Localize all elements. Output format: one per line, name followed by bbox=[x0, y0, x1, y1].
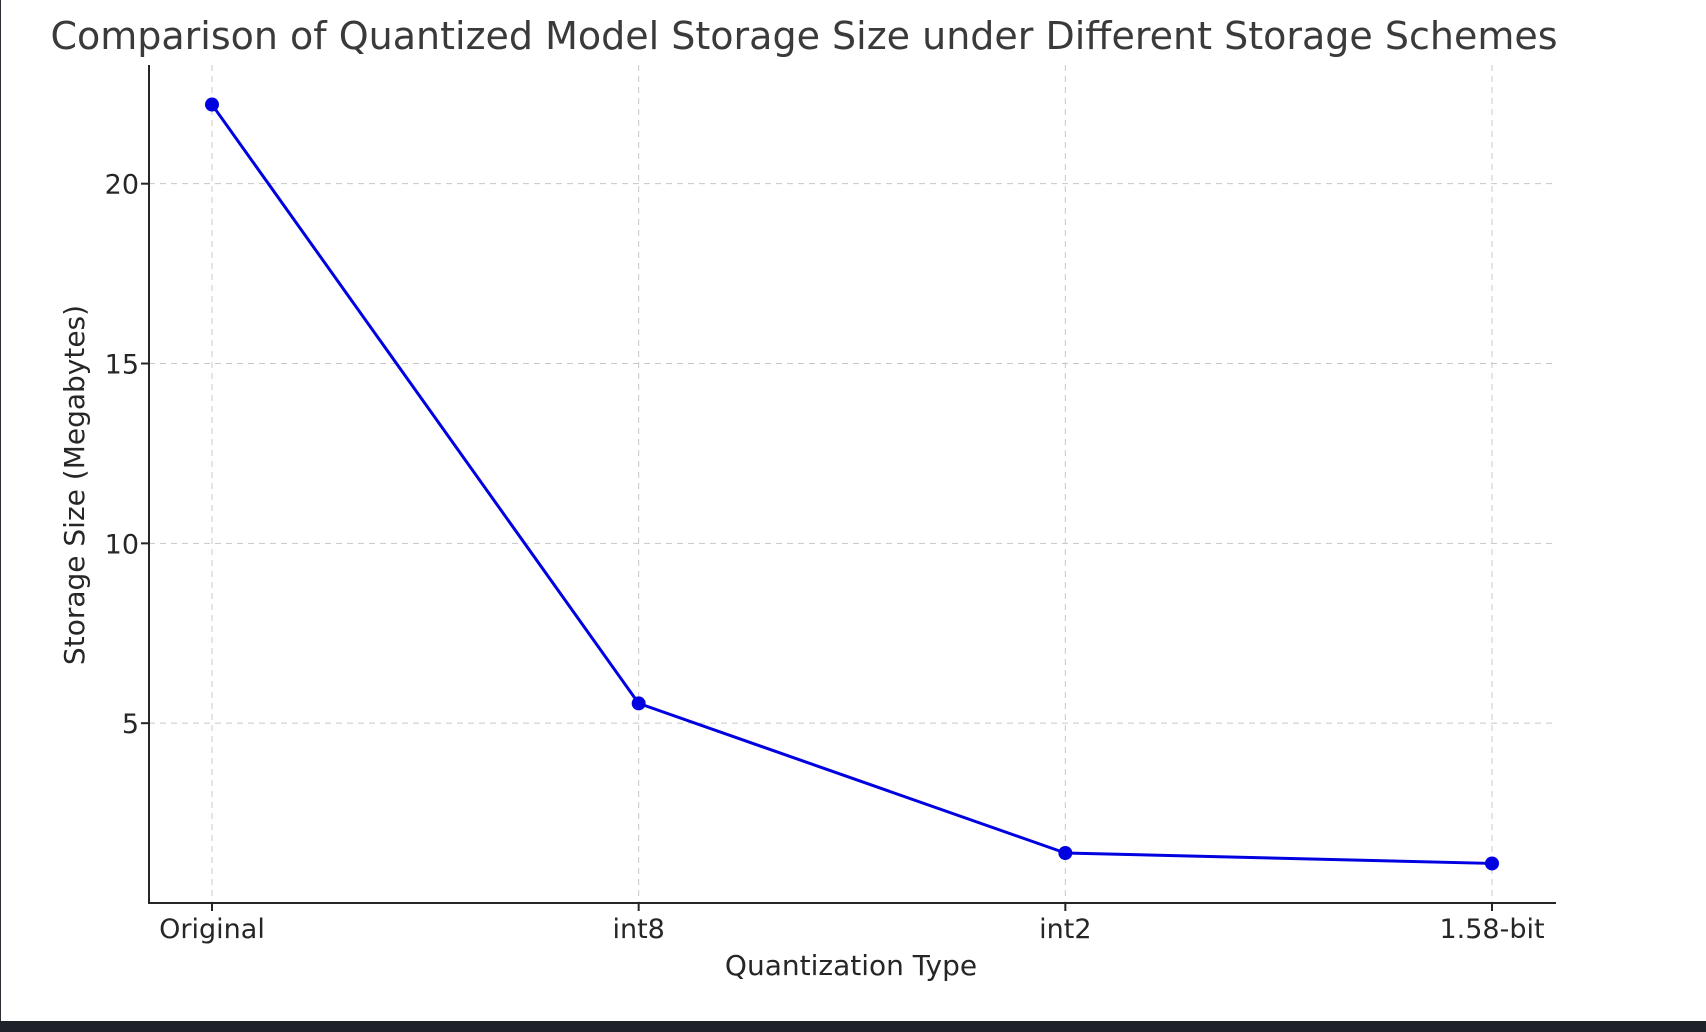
data-point bbox=[631, 696, 646, 711]
y-tick-label: 15 bbox=[105, 350, 139, 381]
data-series bbox=[205, 97, 1499, 871]
x-axis-label: Quantization Type bbox=[725, 949, 977, 982]
y-axis-label: Storage Size (Megabytes) bbox=[58, 305, 91, 665]
data-point bbox=[205, 97, 219, 112]
x-tick-label: int8 bbox=[612, 914, 664, 945]
chart-title: Comparison of Quantized Model Storage Si… bbox=[50, 14, 1557, 58]
y-tick-label: 10 bbox=[105, 529, 139, 560]
x-tick-label: Original bbox=[159, 914, 265, 945]
series-line bbox=[210, 103, 1493, 865]
x-tick-label: int2 bbox=[1039, 914, 1091, 945]
tick-labels: 5 10 15 20 Original int8 int2 1.58-bit bbox=[105, 170, 1545, 945]
axes bbox=[141, 65, 1556, 911]
y-tick-label: 5 bbox=[122, 709, 139, 740]
data-point bbox=[1485, 856, 1499, 871]
data-point bbox=[1058, 846, 1073, 861]
y-tick-label: 20 bbox=[105, 170, 139, 201]
x-tick-label: 1.58-bit bbox=[1439, 914, 1544, 945]
grid-lines bbox=[149, 65, 1556, 903]
